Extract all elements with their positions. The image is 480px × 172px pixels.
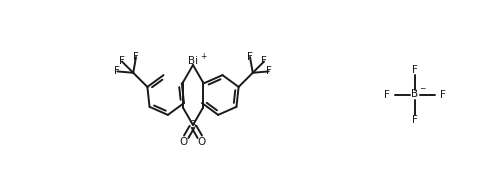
Text: F: F: [114, 66, 120, 76]
Text: F: F: [119, 56, 125, 66]
Text: Bi: Bi: [188, 56, 198, 66]
Text: F: F: [411, 65, 417, 75]
Text: F: F: [384, 90, 389, 100]
Text: +: +: [199, 51, 206, 61]
Text: F: F: [411, 115, 417, 125]
Text: O: O: [197, 137, 206, 147]
Text: −: −: [418, 84, 424, 94]
Text: S: S: [189, 120, 196, 130]
Text: F: F: [265, 66, 271, 76]
Text: O: O: [180, 137, 188, 147]
Text: F: F: [133, 52, 139, 62]
Text: B: B: [410, 89, 418, 99]
Text: F: F: [439, 90, 445, 100]
Text: F: F: [247, 52, 252, 62]
Text: F: F: [261, 56, 266, 66]
